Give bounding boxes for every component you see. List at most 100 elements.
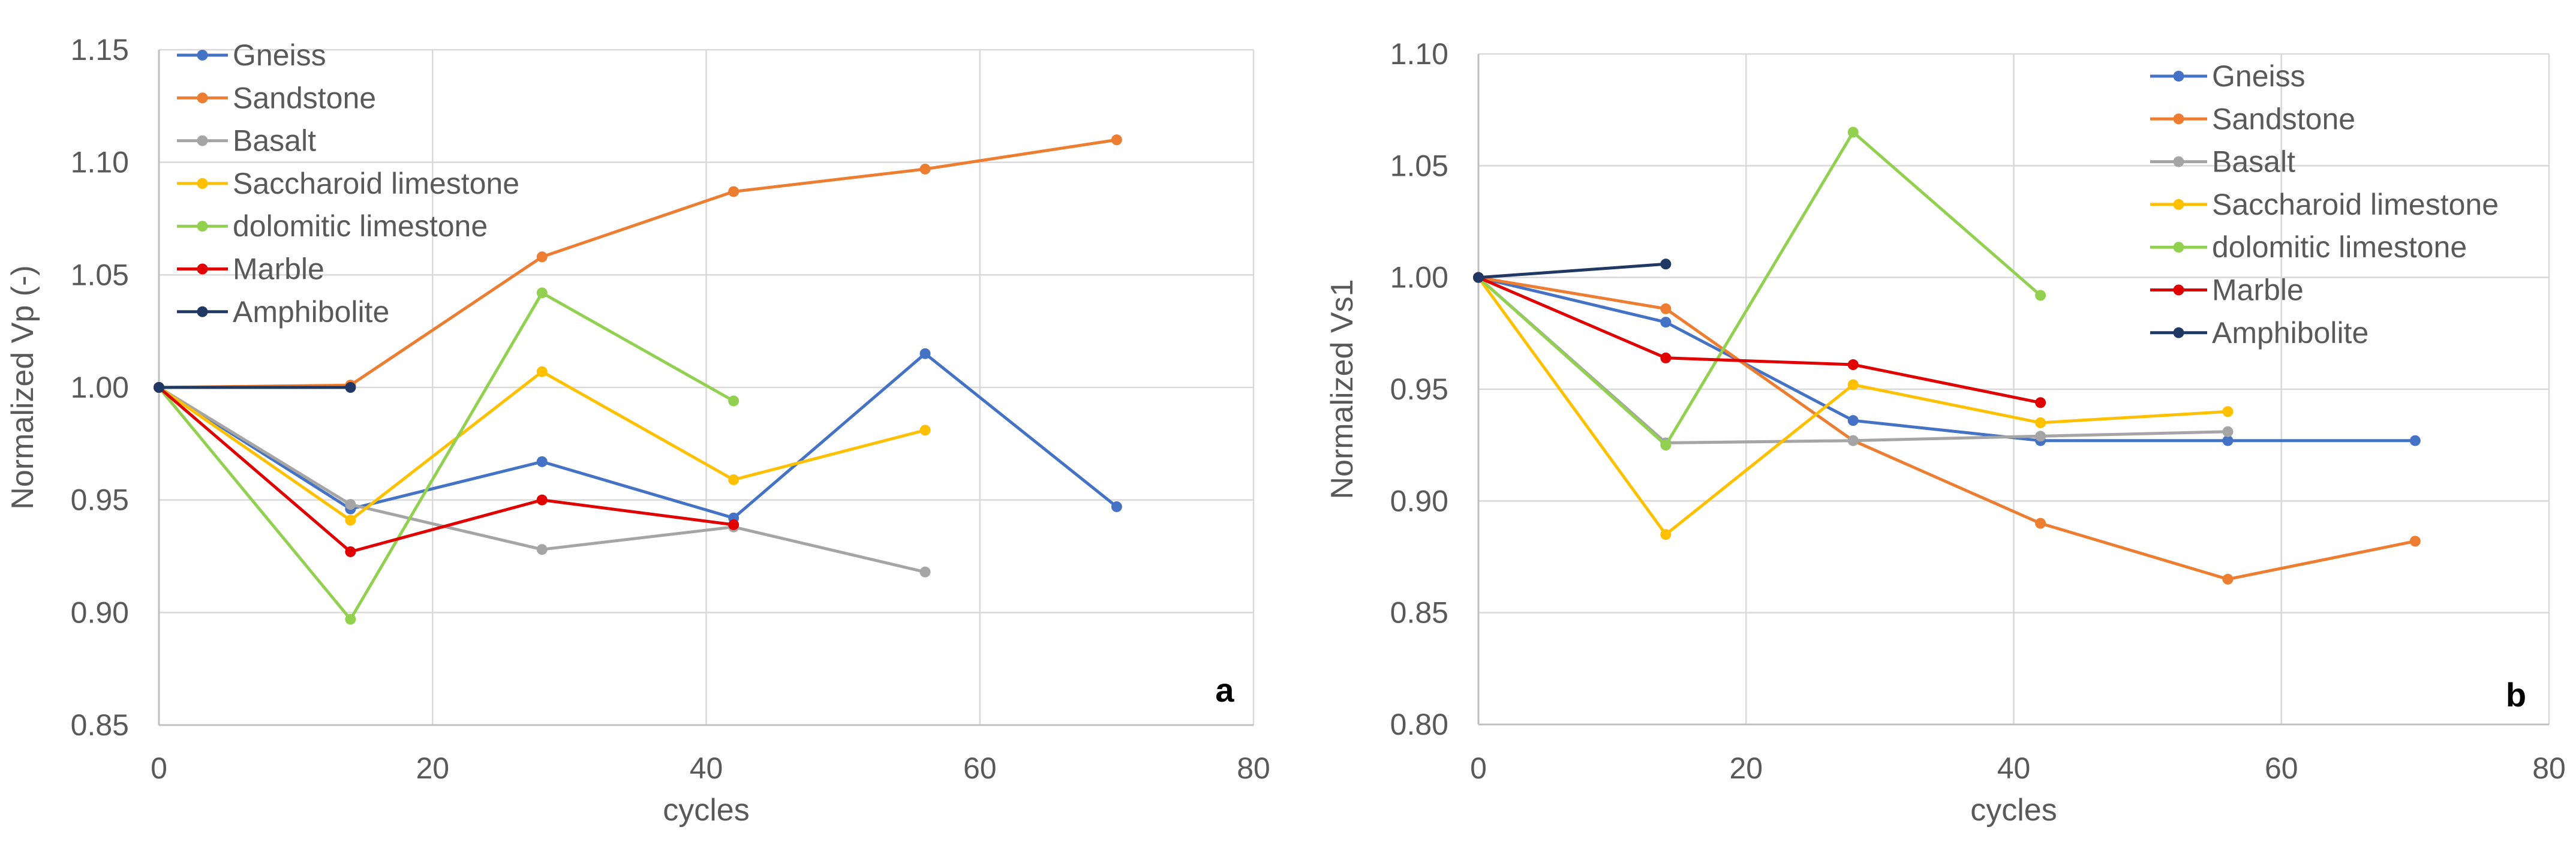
data-point (2222, 435, 2234, 446)
legend-swatch-marker (197, 92, 208, 104)
legend-swatch-marker (2173, 284, 2184, 296)
panel-label: a (1215, 671, 1234, 709)
series-dolomitic-limestone (1473, 127, 2046, 451)
data-point (345, 382, 356, 393)
legend-swatch-marker (2173, 71, 2184, 82)
data-point (1111, 501, 1122, 512)
x-tick-label: 20 (416, 751, 449, 785)
y-tick-label: 1.05 (1390, 149, 1448, 182)
panel-label: b (2506, 676, 2526, 714)
series-dolomitic-limestone (154, 287, 740, 625)
data-point (345, 515, 356, 526)
data-point (1847, 379, 1859, 390)
data-point (1473, 272, 1484, 283)
data-point (728, 395, 740, 407)
x-tick-label: 40 (690, 751, 723, 785)
data-point (1660, 258, 1672, 270)
data-point (536, 287, 548, 299)
series-line (157, 138, 1119, 389)
y-tick-label: 0.95 (1390, 372, 1448, 406)
x-tick-label: 60 (2265, 751, 2298, 785)
data-point (1660, 529, 1672, 540)
legend-label: Amphibolite (233, 295, 389, 329)
data-point (1847, 415, 1859, 426)
chart-panel-a: 0.85 0.90 0.95 1.00 1.05 1.10 1.15 0 20 40 60 80 cyc… (5, 33, 1270, 828)
data-point (345, 546, 356, 557)
x-tick-label: 0 (1470, 751, 1487, 785)
x-tick-label: 60 (963, 751, 997, 785)
data-point (2222, 406, 2234, 417)
series-amphibolite (1473, 258, 1672, 283)
y-tick-label: 1.15 (71, 33, 129, 67)
series-gneiss (154, 348, 1122, 524)
series-line (157, 386, 735, 554)
legend-swatch-marker (2173, 242, 2184, 253)
legend-swatch-marker (197, 135, 208, 146)
legend-label: Sandstone (233, 81, 376, 115)
series-line (1477, 262, 1667, 279)
x-tick-label: 40 (1997, 751, 2031, 785)
legend-label: Basalt (233, 124, 316, 158)
series-saccharoid-limestone (1473, 272, 2234, 540)
y-tick-label: 0.80 (1390, 708, 1448, 741)
series-amphibolite (154, 382, 356, 393)
y-tick-label: 0.95 (71, 483, 129, 517)
data-point (154, 382, 164, 393)
data-point (2035, 290, 2046, 301)
series-basalt (154, 382, 931, 578)
legend-swatch-marker (2173, 327, 2184, 338)
data-point (919, 566, 931, 578)
data-point (1660, 303, 1672, 314)
legend: Gneiss Sandstone Basalt Saccharoid limeston… (2150, 59, 2499, 350)
data-point (536, 456, 548, 467)
data-point (2035, 518, 2046, 529)
data-point (2222, 426, 2234, 437)
data-point (728, 186, 740, 197)
series-sandstone (1473, 272, 2421, 585)
data-point (1660, 440, 1672, 451)
data-point (2035, 431, 2046, 442)
data-point (2409, 536, 2421, 547)
series-line (1477, 130, 2042, 447)
data-point (1111, 134, 1122, 146)
legend-label: Marble (233, 252, 324, 286)
series-line (1477, 276, 2229, 536)
data-point (345, 614, 356, 625)
legend: Gneiss Sandstone Basalt Saccharoid limeston… (177, 38, 519, 329)
legend-label: Gneiss (2212, 59, 2306, 93)
y-tick-label: 0.85 (1390, 596, 1448, 630)
y-tick-label: 1.10 (1390, 37, 1448, 71)
series-line (1477, 276, 2417, 443)
x-axis-title: cycles (1970, 793, 2057, 828)
data-point (1660, 317, 1672, 328)
y-axis-title: Normalized Vs1 (1325, 279, 1360, 499)
data-point (2035, 417, 2046, 428)
legend-swatch-marker (197, 221, 208, 232)
x-tick-label: 80 (2532, 751, 2566, 785)
y-tick-label: 1.05 (71, 258, 129, 291)
y-tick-label: 1.00 (1390, 261, 1448, 294)
legend-label: Saccharoid limestone (2212, 188, 2499, 221)
series-line (157, 291, 735, 621)
series-marble (154, 382, 740, 557)
data-point (536, 494, 548, 506)
data-point (536, 251, 548, 263)
legend-swatch-marker (197, 263, 208, 275)
legend-swatch-marker (2173, 199, 2184, 210)
x-tick-label: 20 (1729, 751, 1763, 785)
data-point (1847, 435, 1859, 446)
legend-label: Gneiss (233, 38, 326, 72)
y-tick-label: 0.85 (71, 708, 129, 742)
x-tick-label: 80 (1237, 751, 1270, 785)
legend-label: Basalt (2212, 145, 2295, 179)
data-point (2409, 435, 2421, 446)
chart-panel-b: 0.80 0.85 0.90 0.95 1.00 1.05 1.10 0 20 40 60 80 cyc… (1325, 37, 2566, 828)
legend-label: Marble (2212, 273, 2304, 307)
data-point (2222, 573, 2234, 585)
data-point (536, 544, 548, 555)
data-point (728, 519, 740, 530)
data-point (728, 474, 740, 485)
data-point (1847, 359, 1859, 371)
series-marble (1473, 272, 2046, 408)
